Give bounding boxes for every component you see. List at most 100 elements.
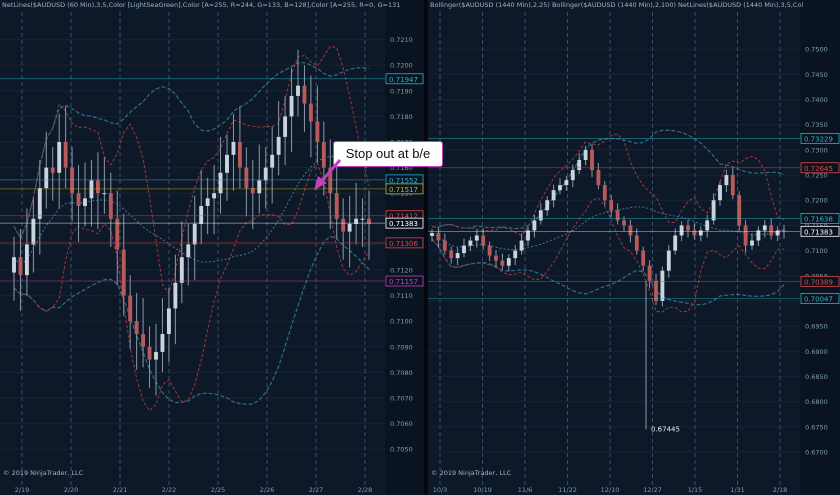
candle-body: [212, 193, 217, 199]
x-tick-label: 2/25: [211, 486, 226, 494]
y-tick-label: 0.6850: [805, 373, 828, 381]
candle-body: [128, 295, 133, 322]
x-tick-label: 2/27: [309, 486, 324, 494]
y-tick-label: 0.7200: [390, 62, 413, 70]
x-tick-label: 10/19: [473, 486, 492, 494]
bollinger-upper-slow: [13, 62, 370, 240]
daily-chart-panel[interactable]: 0.7500 0.7450 0.7400 0.7350 0.7300 0.7250 0.72…: [428, 0, 840, 495]
candle-body: [737, 195, 742, 226]
candle-body: [609, 200, 614, 211]
candle-body: [718, 185, 722, 201]
panel-divider[interactable]: [424, 0, 428, 495]
y-tick-label: 0.7120: [390, 267, 413, 275]
candle-body: [442, 240, 447, 251]
y-tick-label: 0.7090: [390, 343, 413, 351]
candle-body: [308, 103, 313, 122]
y-tick-label: 0.6900: [805, 348, 828, 356]
candle-body: [756, 230, 761, 241]
price-label: 0.71306: [389, 240, 418, 248]
price-label-box: [800, 132, 840, 144]
candle-body: [296, 85, 300, 96]
candle-body: [513, 250, 518, 259]
candle-body: [711, 200, 716, 221]
y-tick-label: 0.7070: [390, 395, 413, 403]
candle-body: [743, 225, 748, 246]
price-label: 0.70389: [804, 278, 833, 286]
candle-body: [154, 351, 158, 360]
hourly-chart-header: NetLines($AUDUSD (60 Min),3,5,Color [Lig…: [2, 1, 401, 9]
candle-body: [24, 244, 29, 276]
candle-body: [487, 245, 492, 256]
candle-body: [141, 334, 146, 347]
candle-body: [70, 167, 75, 194]
candle-body: [538, 210, 543, 221]
stop-out-annotation[interactable]: Stop out at b/e: [333, 141, 443, 167]
candle-body: [660, 270, 665, 301]
candle-body: [570, 170, 575, 181]
price-label: 0.71412: [389, 213, 418, 221]
candle-body: [263, 167, 268, 181]
candle-body: [341, 218, 346, 232]
x-tick-label: 2/19: [15, 486, 30, 494]
candle-body: [590, 149, 594, 171]
price-label: 0.70047: [804, 296, 833, 304]
candle-body: [276, 136, 281, 155]
y-tick-label: 0.6950: [805, 323, 828, 331]
candle-body: [558, 185, 562, 191]
candle-body: [762, 225, 767, 231]
price-label-box: [385, 217, 424, 229]
hourly-chart[interactable]: 0.72100.72000.71900.71800.71700.71600.71…: [0, 0, 424, 495]
candle-body: [730, 175, 735, 196]
x-tick-label: 10/3: [433, 486, 448, 494]
y-tick-label: 0.6700: [805, 448, 828, 456]
candle-body: [449, 250, 454, 259]
candle-body: [147, 346, 152, 360]
x-tick-label: 12/10: [601, 486, 620, 494]
candle-body: [199, 206, 204, 224]
candle-body: [430, 232, 434, 236]
price-label: 0.71517: [389, 186, 418, 194]
y-tick-label: 0.7160: [390, 164, 413, 172]
price-label: 0.72645: [804, 165, 833, 173]
candle-body: [186, 244, 191, 258]
candle-body: [37, 188, 42, 219]
price-label: 0.71383: [389, 220, 418, 228]
candle-body: [57, 142, 62, 173]
candle-body: [108, 193, 113, 219]
candle-body: [367, 218, 371, 224]
candle-body: [328, 167, 333, 194]
candle-body: [44, 167, 49, 189]
candle-body: [270, 154, 275, 168]
candle-body: [596, 170, 601, 186]
x-tick-label: 2/18: [773, 486, 788, 494]
candle-body: [347, 223, 352, 232]
candle-body: [679, 225, 684, 236]
hourly-chart-panel[interactable]: 0.72100.72000.71900.71800.71700.71600.71…: [0, 0, 424, 495]
candle-body: [89, 180, 94, 199]
y-tick-label: 0.7190: [390, 87, 413, 95]
candle-body: [179, 257, 184, 283]
candle-body: [641, 250, 646, 266]
x-tick-label: 2/26: [260, 486, 275, 494]
daily-chart-header: Bollinger($AUDUSD (1440 Min),2,25) Bolli…: [430, 1, 804, 9]
candle-body: [360, 218, 365, 220]
price-label-box: [800, 213, 840, 224]
x-tick-label: 2/28: [358, 486, 373, 494]
x-tick-label: 11/6: [518, 486, 533, 494]
candle-body: [634, 235, 639, 251]
candle-body: [83, 198, 87, 206]
price-label-box: [385, 73, 424, 85]
candle-body: [519, 240, 524, 251]
daily-chart[interactable]: 0.75000.74500.74000.73500.73000.72500.72…: [428, 0, 840, 495]
y-tick-label: 0.7180: [390, 113, 413, 121]
candle-body: [315, 121, 320, 142]
candle-body: [526, 230, 530, 241]
candle-body: [115, 218, 120, 250]
bollinger-middle: [431, 206, 785, 251]
y-tick-label: 0.7200: [805, 197, 828, 205]
y-tick-label: 0.6800: [805, 398, 828, 406]
y-tick-label: 0.7400: [805, 96, 828, 104]
candle-body: [455, 253, 460, 259]
price-label: 0.71947: [389, 76, 418, 84]
y-tick-label: 0.7250: [805, 172, 828, 180]
